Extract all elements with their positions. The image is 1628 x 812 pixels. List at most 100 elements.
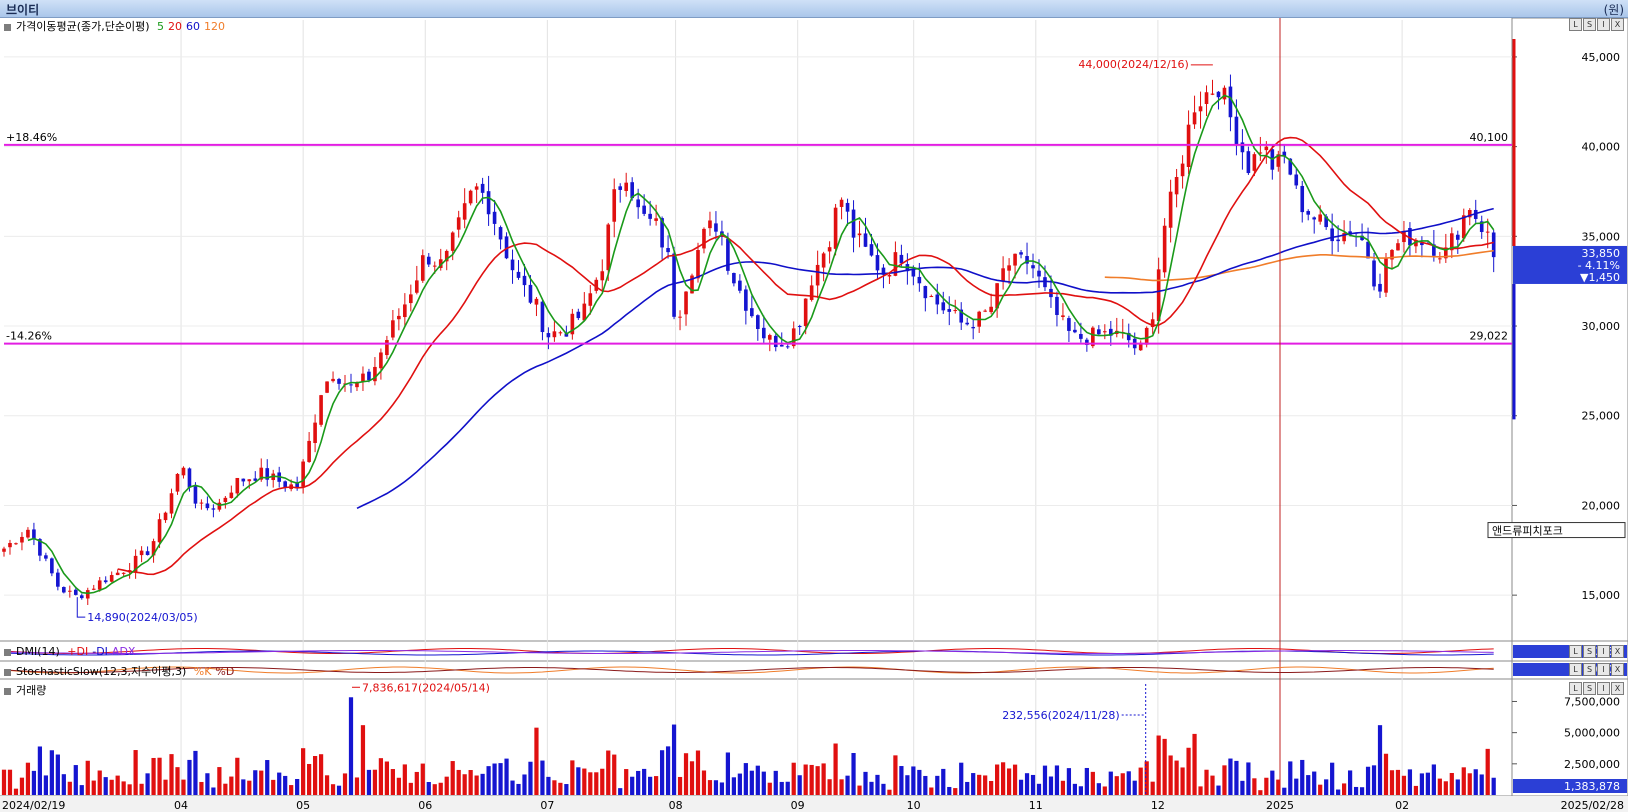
ma-legend-periods: 5 20 60 120 — [153, 20, 225, 33]
pane-button-i[interactable]: I — [1597, 663, 1610, 676]
candle-body — [44, 555, 48, 559]
volume-bar — [1473, 769, 1478, 795]
candle-body — [241, 478, 246, 482]
volume-bar — [450, 761, 455, 795]
candle-body — [612, 189, 617, 222]
volume-bar — [1479, 774, 1484, 795]
candle-body — [576, 311, 581, 319]
volume-bar — [235, 757, 240, 795]
candle-body — [606, 224, 611, 271]
candle-body — [1432, 244, 1436, 256]
dmi-legend-title: DMI(14) — [16, 645, 60, 658]
pane-button-l[interactable]: L — [1569, 645, 1582, 658]
volume-bar — [283, 775, 288, 795]
candle-body — [738, 280, 742, 291]
pane-button-i[interactable]: I — [1597, 682, 1610, 695]
volume-bar — [1132, 780, 1137, 795]
ma-legend[interactable]: 가격이동평균(종가,단순이평) 5 20 60 120 — [4, 18, 225, 34]
volume-bar — [187, 759, 192, 795]
pane-button-s[interactable]: S — [1583, 663, 1596, 676]
candle-body — [947, 309, 952, 312]
volume-bar — [336, 785, 342, 795]
pane-button-s[interactable]: S — [1583, 682, 1596, 695]
volume-bar — [540, 760, 545, 795]
candle-body — [714, 223, 718, 232]
volume-bar — [396, 777, 401, 795]
volume-bar — [1240, 780, 1245, 795]
legend-item-K: %K — [193, 665, 212, 678]
candle-body — [821, 253, 826, 268]
volume-bar — [145, 773, 150, 795]
volume-bar — [157, 757, 162, 795]
volume-bar — [330, 784, 336, 795]
pane-button-s[interactable]: S — [1583, 18, 1596, 31]
candle-body — [420, 255, 425, 281]
volume-current-label: 1,383,878 — [1564, 780, 1620, 793]
candle-body — [672, 253, 676, 317]
volume-bar — [965, 781, 970, 795]
volume-bar — [953, 788, 958, 795]
x-tick-label: 2025/02/28 — [1561, 799, 1624, 812]
candle-body — [385, 340, 389, 356]
pane-button-x[interactable]: X — [1611, 663, 1624, 676]
volume-bar — [683, 753, 689, 795]
volume-legend[interactable]: 거래량 — [4, 682, 46, 698]
candle-body — [1288, 158, 1293, 175]
price-tick-label: 30,000 — [1582, 320, 1621, 333]
price-tick-label: 35,000 — [1582, 230, 1621, 243]
candle-body — [540, 301, 545, 333]
candle-body — [1384, 258, 1388, 293]
volume-bar — [61, 774, 66, 795]
volume-bar — [205, 773, 210, 795]
volume-bar — [271, 779, 276, 795]
candle-body — [965, 322, 970, 325]
candle-body — [690, 275, 694, 294]
volume-bar — [839, 779, 844, 795]
pane-button-l[interactable]: L — [1569, 663, 1582, 676]
candle-body — [630, 182, 634, 199]
volume-bar — [1246, 762, 1251, 795]
price-tick-label: 20,000 — [1582, 499, 1621, 512]
candle-body — [139, 550, 144, 556]
volume-bar — [773, 770, 778, 795]
low-annotation-label: 14,890(2024/03/05) — [87, 611, 197, 624]
pane-button-l[interactable]: L — [1569, 18, 1582, 31]
volume-bar — [163, 779, 168, 795]
candle-body — [654, 218, 658, 221]
volume-bar — [253, 770, 258, 795]
pane-button-i[interactable]: I — [1597, 645, 1610, 658]
candle-body — [1444, 247, 1448, 259]
pane-button-x[interactable]: X — [1611, 18, 1624, 31]
price-pane-controls: L S I X — [1569, 18, 1624, 31]
ma-legend-title: 가격이동평균(종가,단순이평) — [16, 20, 150, 33]
volume-bar — [360, 725, 366, 795]
pane-button-l[interactable]: L — [1569, 682, 1582, 695]
pane-button-s[interactable]: S — [1583, 645, 1596, 658]
candle-body — [732, 272, 736, 284]
candle-body — [1479, 221, 1484, 232]
candle-body — [1007, 265, 1011, 271]
candle-body — [91, 588, 96, 590]
volume-bar — [827, 779, 832, 795]
candle-body — [1330, 228, 1334, 242]
stochastic-legend[interactable]: StochasticSlow(12,3,지수이평,3) %K %D — [4, 663, 234, 679]
volume-bar — [516, 783, 521, 795]
volume-bar — [432, 784, 437, 795]
volume-bar — [911, 766, 916, 795]
volume-bar — [199, 781, 204, 795]
pane-button-x[interactable]: X — [1611, 645, 1624, 658]
candle-body — [660, 218, 664, 248]
volume-bar — [1186, 747, 1191, 795]
volume-bar — [1276, 779, 1281, 795]
pane-button-i[interactable]: I — [1597, 18, 1610, 31]
volume-bar — [995, 764, 1000, 795]
candle-body — [247, 479, 252, 482]
volume-bar — [935, 775, 940, 795]
volume-bar — [402, 764, 407, 795]
candle-body — [1455, 234, 1460, 240]
candle-body — [259, 467, 264, 480]
candle-body — [414, 280, 419, 293]
volume-bar — [181, 779, 186, 795]
dmi-legend[interactable]: DMI(14) +DI -DI ADX — [4, 645, 135, 658]
pane-button-x[interactable]: X — [1611, 682, 1624, 695]
